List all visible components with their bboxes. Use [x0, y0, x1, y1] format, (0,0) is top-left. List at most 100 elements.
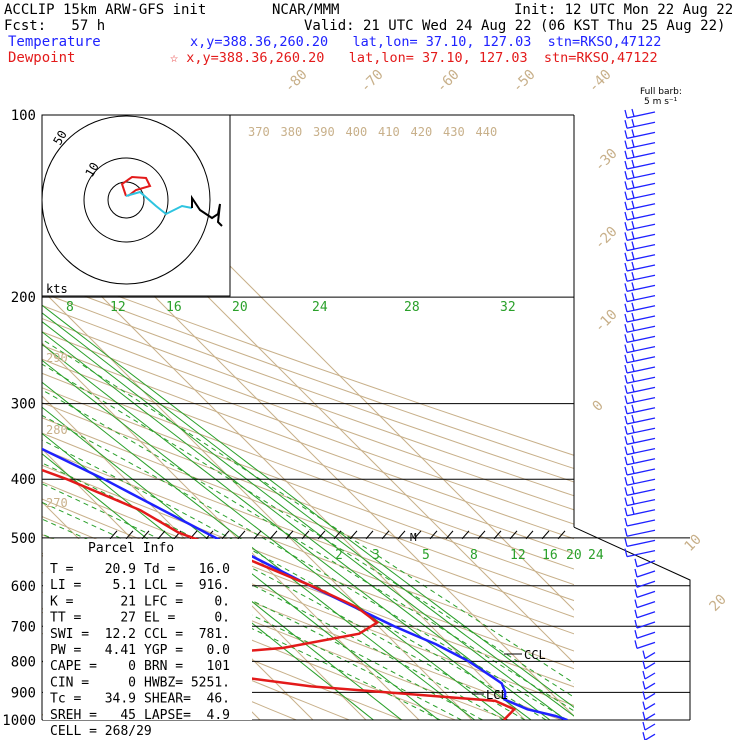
wind-barb-flag	[624, 130, 628, 139]
wind-barb-shaft	[626, 111, 656, 119]
wind-barb-flag	[624, 354, 628, 363]
theta-label: 270	[46, 496, 68, 510]
wind-barb-flag	[624, 415, 628, 425]
wind-barb-shaft	[626, 335, 656, 344]
wind-barb-flag	[631, 353, 635, 362]
parcel-param-name: K =	[50, 594, 74, 609]
wind-barb-flag	[631, 476, 635, 484]
wind-barb-flag	[624, 375, 628, 384]
isotherm-label: -30	[592, 146, 621, 175]
parcel-param-value: 0.0	[207, 643, 230, 658]
wind-barb-shaft	[626, 509, 656, 517]
wind-barb-shaft	[644, 733, 656, 740]
hodograph-units: kts	[46, 282, 68, 296]
ccl-label: CCL	[524, 648, 546, 662]
wind-barb-flag	[631, 394, 635, 403]
hatch-mark	[509, 530, 518, 540]
wind-barb-flag	[624, 283, 628, 292]
dry-adiabat-line	[42, 432, 574, 635]
pressure-label: 400	[11, 472, 36, 488]
wind-barb-flag	[634, 589, 638, 598]
dry-adiabat-line	[42, 372, 574, 570]
theta-label: 290	[46, 351, 68, 365]
dry-adiabat-line	[42, 267, 574, 456]
isotherm-label: 10	[682, 532, 705, 555]
wind-barb-shaft	[644, 672, 656, 680]
wind-barb-shaft	[636, 600, 656, 609]
wind-barb-flag	[624, 334, 628, 343]
parcel-param-name: CCL =	[144, 627, 183, 642]
wind-barb-shaft	[626, 437, 656, 446]
wind-barb-flag	[642, 670, 646, 680]
hatch-mark	[381, 530, 390, 540]
wind-barb-shaft	[636, 570, 656, 578]
lcl-label: LCL	[486, 688, 508, 702]
wind-barb-flag	[631, 435, 635, 444]
wind-barb-flag	[631, 180, 635, 189]
moist-adiabat-line	[42, 501, 483, 720]
mixing-ratio-label: 3	[372, 548, 380, 563]
wind-barb-shaft	[636, 641, 656, 650]
hodograph-ring-label: 50	[50, 128, 69, 148]
parcel-param-value: 46.	[207, 692, 230, 707]
wind-barb-flag	[624, 344, 628, 353]
hatch-mark	[365, 530, 374, 540]
wind-barb-flag	[624, 273, 628, 282]
parcel-param-name: T =	[50, 562, 74, 577]
moist-adiabat-line	[42, 414, 568, 720]
hodograph-box	[41, 114, 231, 297]
wind-barb-flag	[634, 568, 638, 578]
wind-barb-shaft	[644, 692, 656, 700]
wind-barb-shaft	[644, 703, 656, 711]
wind-barb-shaft	[626, 203, 656, 211]
wind-barb-flag	[624, 232, 628, 241]
wind-barb-flag	[631, 333, 635, 342]
theta-label: 420	[411, 125, 433, 139]
mixing-ratio-label: 20	[566, 548, 582, 563]
wind-barb-shaft	[644, 682, 656, 690]
wind-barb-flag	[631, 506, 635, 515]
parcel-param-value: 12.2	[105, 627, 136, 642]
hodograph-trace-high	[191, 194, 223, 227]
wind-barb-shaft	[626, 325, 656, 333]
hodograph-ring	[83, 157, 169, 243]
parcel-param-value: 4.9	[207, 708, 230, 723]
parcel-param-name: SHEAR=	[144, 692, 191, 707]
wind-barb-flag	[631, 282, 635, 291]
dewpoint-legend-label: Dewpoint	[8, 50, 76, 66]
wind-barb-flag	[642, 701, 646, 710]
mixing-ratio-label: 16	[542, 548, 558, 563]
parcel-param-value: 0	[128, 659, 136, 674]
temperature-legend-label: Temperature	[8, 34, 101, 50]
parcel-param-name: CIN =	[50, 675, 89, 690]
wind-barb-flag	[624, 324, 628, 333]
dry-adiabat-line	[42, 304, 574, 497]
wind-barb-flag	[624, 140, 628, 149]
parcel-param-name: LI =	[50, 578, 81, 593]
pressure-label: 900	[11, 685, 36, 701]
wind-barb-flag	[631, 261, 635, 270]
parcel-param-name: EL =	[144, 611, 175, 626]
wind-barb-flag	[634, 609, 638, 618]
wind-barb-flag	[624, 487, 628, 496]
wind-barb-shaft	[626, 539, 656, 548]
wind-barb-flag	[624, 222, 628, 231]
wind-barb-flag	[642, 650, 646, 659]
wind-barb-flag	[624, 507, 628, 516]
wind-barb-flag	[624, 242, 628, 251]
wind-barb-shaft	[626, 478, 656, 486]
wind-barb-flag	[624, 171, 628, 180]
wind-barb-shaft	[626, 417, 656, 425]
wind-barb-flag	[631, 251, 635, 260]
wind-barb-flag	[631, 455, 635, 464]
parcel-param-value: 16.0	[199, 562, 230, 577]
parcel-param-name: CAPE =	[50, 659, 97, 674]
wind-barb-shaft	[626, 488, 656, 497]
wind-barb-flag	[631, 323, 635, 331]
wind-barb-flag	[631, 272, 635, 280]
wind-barb-shaft	[626, 458, 656, 466]
wind-barb-shaft	[626, 529, 656, 537]
hatch-mark	[445, 530, 454, 540]
wind-barb-flag	[624, 262, 628, 272]
